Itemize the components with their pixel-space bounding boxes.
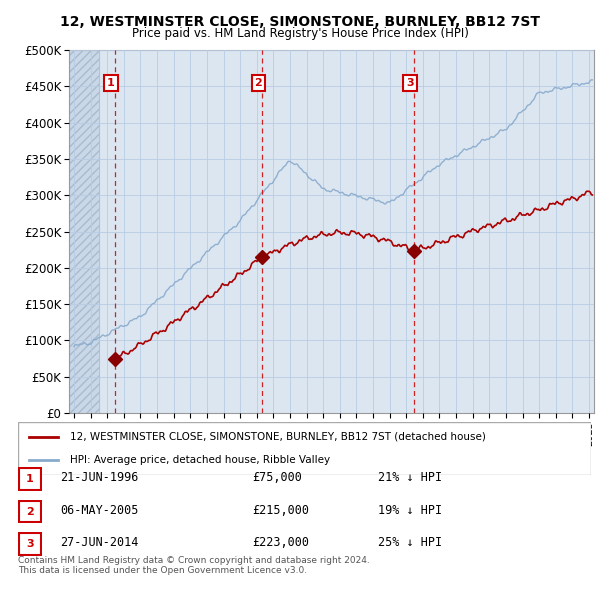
Text: 06-MAY-2005: 06-MAY-2005 [60,504,139,517]
Text: Contains HM Land Registry data © Crown copyright and database right 2024.
This d: Contains HM Land Registry data © Crown c… [18,556,370,575]
Text: 3: 3 [406,78,414,88]
Text: 12, WESTMINSTER CLOSE, SIMONSTONE, BURNLEY, BB12 7ST: 12, WESTMINSTER CLOSE, SIMONSTONE, BURNL… [60,15,540,29]
Text: HPI: Average price, detached house, Ribble Valley: HPI: Average price, detached house, Ribb… [70,455,329,465]
Text: 21% ↓ HPI: 21% ↓ HPI [378,471,442,484]
Text: 1: 1 [107,78,115,88]
Text: 25% ↓ HPI: 25% ↓ HPI [378,536,442,549]
Text: £215,000: £215,000 [252,504,309,517]
Text: 21-JUN-1996: 21-JUN-1996 [60,471,139,484]
Bar [69,50,99,413]
Text: £75,000: £75,000 [252,471,302,484]
Text: 27-JUN-2014: 27-JUN-2014 [60,536,139,549]
FancyBboxPatch shape [18,422,591,475]
FancyBboxPatch shape [19,533,41,555]
FancyBboxPatch shape [19,468,41,490]
Text: 1: 1 [26,474,34,484]
Text: £223,000: £223,000 [252,536,309,549]
FancyBboxPatch shape [19,501,41,522]
Text: 2: 2 [254,78,262,88]
Text: Price paid vs. HM Land Registry's House Price Index (HPI): Price paid vs. HM Land Registry's House … [131,27,469,40]
Bar [69,50,99,413]
Text: 12, WESTMINSTER CLOSE, SIMONSTONE, BURNLEY, BB12 7ST (detached house): 12, WESTMINSTER CLOSE, SIMONSTONE, BURNL… [70,432,485,442]
Text: 19% ↓ HPI: 19% ↓ HPI [378,504,442,517]
Text: 3: 3 [26,539,34,549]
Text: 2: 2 [26,507,34,516]
